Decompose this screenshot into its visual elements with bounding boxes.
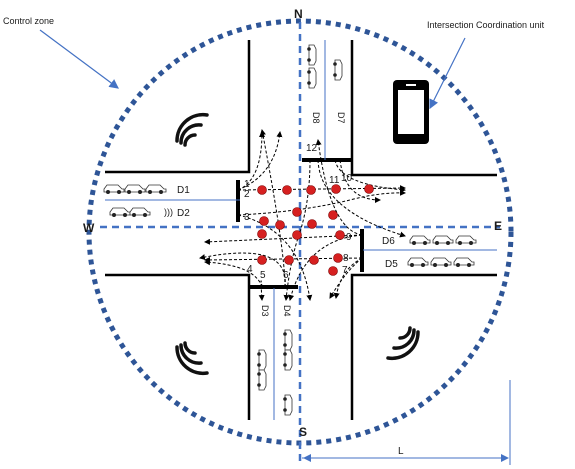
coordination-unit-label: Intersection Coordination unit (427, 20, 545, 30)
vehicles-east (407, 235, 477, 268)
lane-labels: D1 D2 D6 D5 D3 D4 D7 D8 (177, 112, 398, 317)
conflict-point (257, 229, 267, 239)
car-icon (453, 257, 475, 268)
point-label: 9 (346, 232, 352, 243)
conflict-point (257, 255, 267, 265)
lane-label-d6: D6 (382, 236, 395, 247)
point-label: 5 (260, 270, 266, 281)
car-icon (430, 257, 452, 268)
coordination-unit-callout (429, 37, 466, 110)
car-icon (129, 207, 151, 218)
conflict-point (307, 219, 317, 229)
car-icon (332, 59, 343, 81)
point-label: 3 (244, 212, 250, 223)
vehicles-south (256, 329, 293, 416)
car-icon (432, 235, 454, 246)
point-label: 1 (244, 179, 250, 190)
point-label: 10 (341, 173, 353, 184)
car-icon (282, 394, 293, 416)
control-zone-callout (39, 29, 119, 89)
conflict-point (292, 207, 302, 217)
conflict-point (333, 253, 343, 263)
west-label: W (83, 221, 95, 235)
conflict-point (259, 216, 269, 226)
lane-label-d4: D4 (282, 305, 292, 317)
point-label: 11 (329, 175, 340, 186)
conflict-point (306, 185, 316, 195)
lane-label-d5: D5 (385, 259, 398, 270)
point-label: 2 (244, 189, 250, 200)
vehicle-paths (199, 129, 406, 301)
conflict-point (257, 185, 267, 195)
vehicles-west: ))) (103, 184, 173, 218)
conflict-point (328, 266, 338, 276)
point-label: 8 (343, 253, 349, 264)
conflict-point (292, 230, 302, 240)
lane-label-d3: D3 (260, 305, 270, 317)
car-icon (282, 329, 293, 351)
road-edges (105, 40, 497, 420)
conflict-point-markers (257, 184, 374, 276)
north-label: N (294, 7, 303, 21)
lane-label-d7: D7 (336, 112, 346, 124)
car-icon (256, 349, 267, 371)
conflict-point (284, 255, 294, 265)
car-icon (455, 235, 477, 246)
car-icon (124, 184, 146, 195)
car-icon (109, 207, 131, 218)
wireless-signal-icon (175, 112, 420, 376)
lane-label-d1: D1 (177, 185, 190, 196)
car-icon (103, 184, 125, 195)
point-label: 6 (283, 270, 289, 281)
length-label: L (398, 446, 404, 457)
length-dimension (302, 380, 511, 465)
east-label: E (494, 219, 502, 233)
car-icon (306, 44, 317, 66)
conflict-point (328, 210, 338, 220)
conflict-point (275, 220, 285, 230)
car-icon (407, 257, 429, 268)
conflict-point (335, 230, 345, 240)
lane-label-d2: D2 (177, 208, 190, 219)
smartphone-icon (393, 80, 429, 144)
point-label: 7 (342, 265, 348, 276)
lane-separators (105, 40, 497, 420)
conflict-point (309, 255, 319, 265)
conflict-point (282, 185, 292, 195)
point-label: 12 (306, 143, 318, 154)
car-icon (256, 369, 267, 391)
car-icon (409, 235, 431, 246)
control-zone-label: Control zone (3, 16, 54, 26)
south-label: S (299, 425, 307, 439)
car-icon (145, 184, 167, 195)
point-label: 4 (247, 264, 253, 275)
car-icon (282, 349, 293, 371)
lane-label-d8: D8 (311, 112, 321, 124)
conflict-point (331, 184, 341, 194)
wireless-signal-icon: ))) (164, 207, 173, 217)
lane-dividers (100, 22, 500, 465)
conflict-point (364, 184, 374, 194)
conflict-point-labels: 1 2 3 4 5 6 7 8 9 10 11 12 (244, 143, 353, 281)
car-icon (306, 67, 317, 89)
